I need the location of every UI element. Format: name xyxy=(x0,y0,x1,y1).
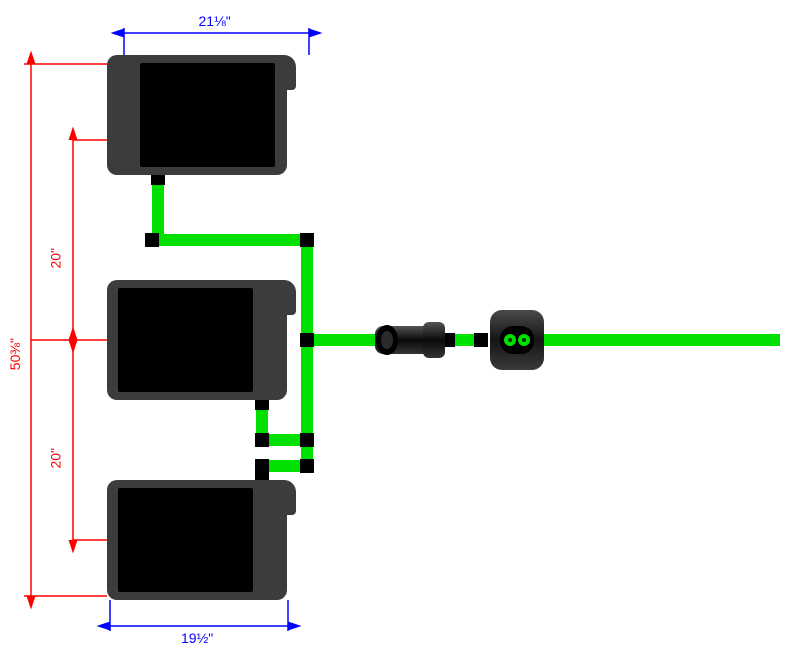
dim-top-width-label: 21⅛" xyxy=(199,13,231,29)
module-port xyxy=(255,400,269,410)
dim-spacing-top-label: 20" xyxy=(47,248,63,269)
dim-bottom-width-label: 19½" xyxy=(181,630,213,646)
dim-overall-height-label: 50⅜" xyxy=(7,338,23,370)
module-port xyxy=(255,470,269,480)
inline-connector xyxy=(375,318,445,362)
dim-spacing-bot-label: 20" xyxy=(47,448,63,469)
module-port xyxy=(151,175,165,185)
plug-head xyxy=(490,308,544,372)
